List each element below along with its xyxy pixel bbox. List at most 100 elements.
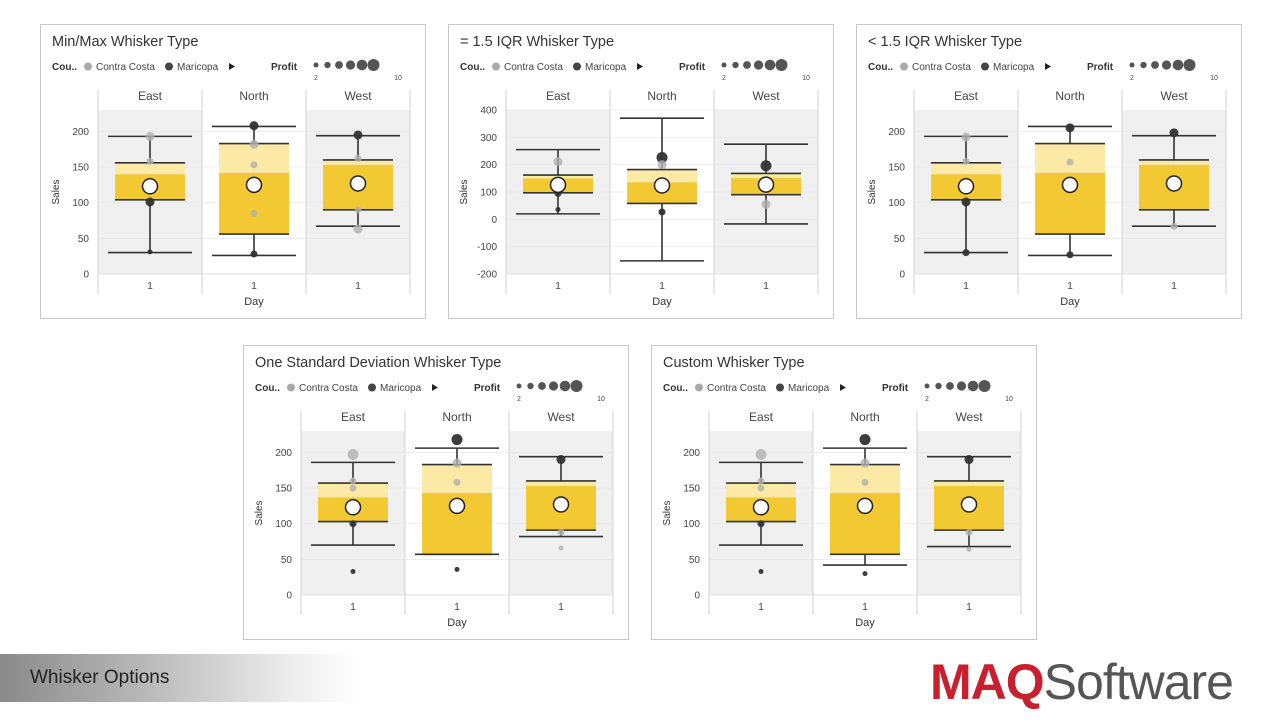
data-point[interactable] xyxy=(146,157,154,165)
data-point[interactable] xyxy=(1066,158,1074,166)
size-legend-dot xyxy=(967,380,979,392)
data-point[interactable] xyxy=(962,157,970,165)
mean-marker[interactable] xyxy=(549,176,567,194)
data-point[interactable] xyxy=(354,206,362,214)
chart-card[interactable]: Custom Whisker Type Cou.. Contra Costa Mari… xyxy=(651,345,1037,640)
mean-marker[interactable] xyxy=(552,496,570,513)
data-point[interactable] xyxy=(761,199,771,209)
legend-more-icon[interactable] xyxy=(432,384,438,391)
data-point[interactable] xyxy=(965,528,973,536)
data-point[interactable] xyxy=(250,250,258,258)
mean-marker[interactable] xyxy=(653,177,671,194)
data-point[interactable] xyxy=(757,484,765,492)
legend-more-icon[interactable] xyxy=(229,63,235,70)
data-point[interactable] xyxy=(757,520,765,528)
y-tick-label: 200 xyxy=(480,160,497,171)
size-legend-dot xyxy=(356,59,368,71)
data-point[interactable] xyxy=(964,455,974,465)
data-point[interactable] xyxy=(966,546,972,552)
data-point[interactable] xyxy=(453,478,461,486)
data-point[interactable] xyxy=(249,139,259,149)
mean-marker[interactable] xyxy=(1061,176,1079,194)
mean-marker[interactable] xyxy=(448,497,466,515)
chart-card[interactable]: Min/Max Whisker Type Cou.. Contra Costa Mar… xyxy=(40,24,426,319)
mean-marker[interactable] xyxy=(752,499,770,516)
plot-area: East 1 North 1 West 1 0 50 100 150 200 xyxy=(275,410,614,615)
y-tick-label: 150 xyxy=(683,484,700,495)
data-point[interactable] xyxy=(249,121,259,131)
box-upper xyxy=(934,480,1004,486)
data-point[interactable] xyxy=(354,154,362,162)
data-point[interactable] xyxy=(760,160,772,172)
data-point[interactable] xyxy=(962,249,970,257)
data-point[interactable] xyxy=(145,197,155,207)
data-point[interactable] xyxy=(451,434,463,446)
data-point[interactable] xyxy=(1170,222,1178,230)
box-upper xyxy=(1035,143,1105,173)
mean-marker[interactable] xyxy=(141,178,159,195)
mean-marker[interactable] xyxy=(957,178,975,195)
data-point[interactable] xyxy=(349,484,357,492)
data-point[interactable] xyxy=(557,528,565,536)
size-legend-dot xyxy=(324,61,331,69)
data-point[interactable] xyxy=(1066,251,1074,259)
box-east[interactable] xyxy=(719,461,803,546)
mean-marker[interactable] xyxy=(1165,175,1183,192)
mean-marker[interactable] xyxy=(245,176,263,194)
chart-card[interactable]: < 1.5 IQR Whisker Type Cou.. Contra Costa M… xyxy=(856,24,1242,319)
data-point[interactable] xyxy=(250,161,258,169)
size-legend-max: 10 xyxy=(394,75,402,82)
size-legend-dot xyxy=(732,61,739,69)
mean-marker[interactable] xyxy=(344,499,362,516)
data-point[interactable] xyxy=(1065,123,1075,133)
box-north[interactable] xyxy=(1028,125,1112,257)
legend: Cou.. Contra Costa Maricopa Profit 2 10 xyxy=(663,380,1013,403)
data-point[interactable] xyxy=(859,434,871,446)
data-point[interactable] xyxy=(1169,128,1179,138)
chart-card[interactable]: One Standard Deviation Whisker Type Cou..… xyxy=(243,345,629,640)
legend-label-maricopa: Maricopa xyxy=(380,383,422,394)
mean-marker[interactable] xyxy=(349,175,367,192)
data-point[interactable] xyxy=(454,566,460,572)
data-point[interactable] xyxy=(145,131,155,141)
data-point[interactable] xyxy=(349,520,357,528)
data-point[interactable] xyxy=(861,478,869,486)
data-point[interactable] xyxy=(353,130,363,140)
box-north[interactable] xyxy=(823,447,907,566)
data-point[interactable] xyxy=(147,249,153,255)
data-point[interactable] xyxy=(961,197,971,207)
mean-marker[interactable] xyxy=(960,496,978,513)
data-point[interactable] xyxy=(657,160,667,170)
box-north[interactable] xyxy=(415,447,499,556)
data-point[interactable] xyxy=(349,477,357,485)
size-legend-dot xyxy=(935,382,942,390)
data-point[interactable] xyxy=(347,449,359,461)
mean-marker[interactable] xyxy=(856,497,874,515)
legend-more-icon[interactable] xyxy=(840,384,846,391)
data-point[interactable] xyxy=(553,157,563,167)
data-point[interactable] xyxy=(353,224,363,234)
data-point[interactable] xyxy=(755,449,767,461)
legend-more-icon[interactable] xyxy=(1045,63,1051,70)
data-point[interactable] xyxy=(555,206,561,212)
data-point[interactable] xyxy=(656,152,668,164)
data-point[interactable] xyxy=(757,477,765,485)
y-axis-title: Sales xyxy=(867,179,878,204)
x-tick-label: 1 xyxy=(966,602,972,613)
data-point[interactable] xyxy=(862,571,868,577)
y-tick-label: 100 xyxy=(275,519,292,530)
legend-size-label: Profit xyxy=(474,383,501,394)
data-point[interactable] xyxy=(350,568,356,574)
group-header: West xyxy=(547,410,575,424)
data-point[interactable] xyxy=(556,455,566,465)
data-point[interactable] xyxy=(452,458,462,468)
data-point[interactable] xyxy=(558,545,564,551)
data-point[interactable] xyxy=(758,568,764,574)
data-point[interactable] xyxy=(860,458,870,468)
legend-more-icon[interactable] xyxy=(637,63,643,70)
data-point[interactable] xyxy=(658,208,666,216)
data-point[interactable] xyxy=(961,132,971,142)
data-point[interactable] xyxy=(250,209,258,217)
mean-marker[interactable] xyxy=(757,176,775,193)
chart-card[interactable]: = 1.5 IQR Whisker Type Cou.. Contra Costa M… xyxy=(448,24,834,319)
